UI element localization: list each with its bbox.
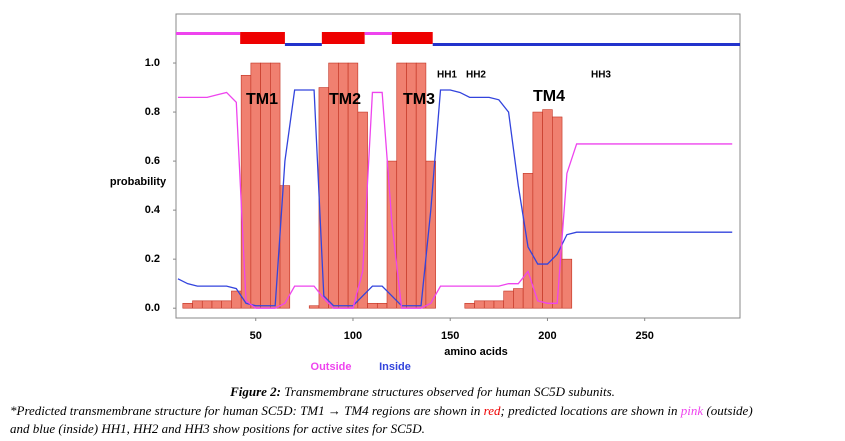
note-text: red [483, 403, 501, 418]
annotation: HH1 [437, 70, 457, 81]
note: *Predicted transmembrane structure for h… [10, 402, 845, 438]
tm-bar [308, 305, 320, 309]
legend-entry: Inside [379, 361, 411, 373]
tm-bar [182, 302, 193, 309]
y-tick-label: 0.4 [145, 204, 161, 216]
annotation: HH3 [591, 70, 611, 81]
topology-segment [321, 32, 365, 44]
caption-text: Transmembrane structures observed for hu… [281, 384, 615, 399]
probability-line [177, 89, 733, 307]
tm-bar [483, 300, 495, 309]
annotation: TM1 [246, 91, 278, 108]
tm-bar [318, 87, 329, 309]
caption-label: Figure 2: [230, 384, 281, 399]
tm-bar [201, 300, 213, 309]
topology-segment [240, 32, 285, 44]
y-axis-label: probability [110, 176, 167, 188]
topology-segment [432, 43, 740, 46]
x-tick-label: 100 [344, 330, 362, 342]
annotation: TM3 [403, 91, 435, 108]
chart: probability amino acids 0.0 0.2 0.4 0.6 0.8 1… [110, 13, 741, 373]
note-text: pink [680, 403, 704, 418]
x-tick-label: 250 [636, 330, 654, 342]
legend-entry: Outside [311, 361, 352, 373]
tm-bar [425, 160, 436, 309]
topology-segment [391, 32, 433, 44]
plot-frame [175, 13, 741, 319]
probability-line [177, 91, 733, 309]
note-line: *Predicted transmembrane structure for h… [10, 402, 845, 420]
tm-bar [279, 185, 291, 309]
note-text: *Predicted transmembrane structure for h… [10, 403, 484, 418]
y-tick-label: 1.0 [145, 57, 160, 69]
y-tick-label: 0.2 [145, 253, 160, 265]
tm-bar [221, 300, 232, 309]
topology-segment [176, 32, 241, 35]
tm-bar [357, 111, 368, 309]
tm-bar [464, 302, 475, 309]
tm-bar [513, 288, 524, 309]
annotation: TM2 [329, 91, 361, 108]
y-tick-label: 0.0 [145, 302, 160, 314]
topology-segment [364, 32, 392, 35]
tm-bar [532, 111, 543, 309]
note-text: ; predicted locations are shown in [500, 403, 681, 418]
x-tick-label: 150 [441, 330, 459, 342]
x-tick-label: 200 [538, 330, 556, 342]
tm-bar [474, 300, 485, 309]
x-axis-label: amino acids [444, 346, 508, 358]
tm-bar [192, 300, 203, 309]
topology-segment [284, 43, 322, 46]
tm-bar [503, 290, 514, 309]
note-line: and blue (inside) HH1, HH2 and HH3 show … [10, 420, 845, 438]
tm-bar [493, 300, 505, 309]
tm-bar [522, 173, 534, 309]
tm-bar [367, 302, 378, 309]
tm-bar [542, 109, 553, 309]
tm-bar [561, 258, 573, 309]
y-tick-label: 0.8 [145, 106, 160, 118]
annotation: HH2 [466, 70, 486, 81]
note-text: and blue (inside) HH1, HH2 and HH3 show … [10, 421, 425, 436]
y-tick-label: 0.6 [145, 155, 160, 167]
x-tick-label: 50 [250, 330, 262, 342]
annotation: TM4 [533, 88, 565, 105]
tm-bar [211, 300, 223, 309]
tm-bar [240, 74, 252, 309]
tm-bar [376, 302, 388, 309]
caption: Figure 2: Transmembrane structures obser… [0, 384, 845, 400]
tm-bar [552, 116, 563, 309]
note-text: (outside) [703, 403, 753, 418]
